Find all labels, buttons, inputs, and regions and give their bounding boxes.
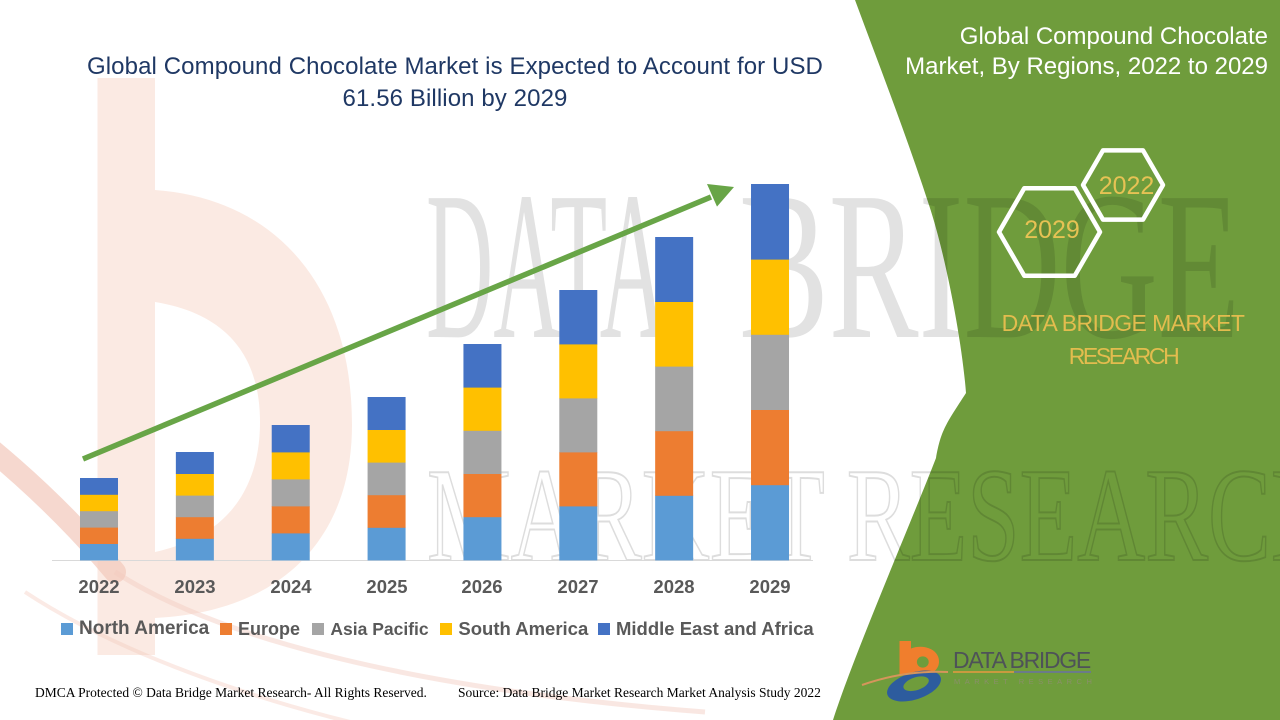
svg-text:BRIDGE: BRIDGE — [739, 148, 1240, 383]
svg-text:MARKET RESEARCH: MARKET RESEARCH — [427, 441, 1280, 589]
